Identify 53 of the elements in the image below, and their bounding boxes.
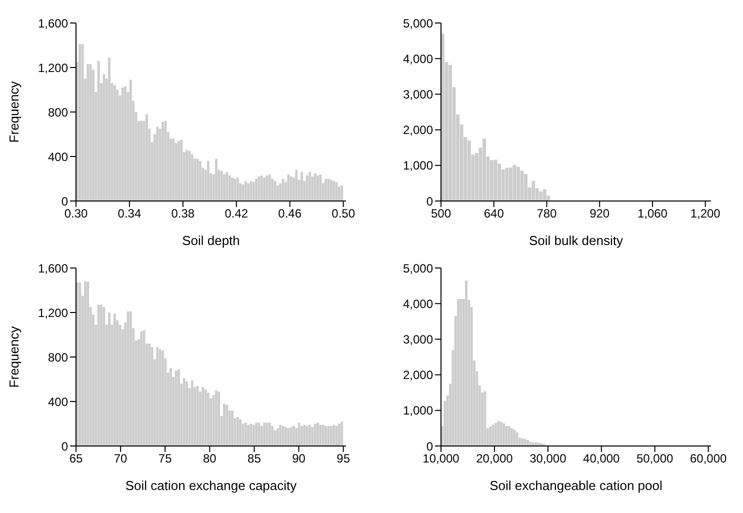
y-tick-label: 400 [48,150,68,164]
x-tick-label: 0.34 [118,206,142,221]
x-tick-label: 40,000 [583,452,620,466]
y-tick-label: 1,600 [38,16,68,30]
y-tick-label: 0 [61,194,68,208]
x-axis-title: Soil bulk density [529,233,624,248]
x-tick-label: 65 [69,452,83,466]
x-axis-title: Soil exchangeable cation pool [490,478,662,493]
y-tick-label: 4,000 [402,52,434,66]
x-tick-label: 500 [430,206,452,221]
y-tick-label: 800 [48,105,68,120]
x-tick-label: 640 [484,206,504,221]
x-tick-label: 85 [248,452,262,466]
x-tick-label: 0.30 [64,206,88,221]
y-tick-label: 800 [48,350,68,364]
y-tick-label: 400 [48,394,68,409]
x-axis-title: Soil cation exchange capacity [125,478,298,493]
x-tick-label: 1,060 [637,206,668,221]
x-tick-label: 920 [590,206,610,221]
x-tick-label: 10,000 [422,452,460,466]
y-tick-label: 5,000 [402,16,434,30]
y-axis-title: Frequency [6,326,22,388]
x-tick-label: 1,200 [690,206,721,221]
x-tick-label: 0.46 [278,206,302,221]
x-tick-label: 80 [202,452,217,466]
y-tick-label: 0 [426,194,434,208]
y-tick-label: 5,000 [402,261,434,276]
y-tick-label: 3,000 [402,332,434,346]
x-tick-label: 50,000 [636,452,674,466]
x-axis-title: Soil depth [182,233,240,248]
x-tick-label: 30,000 [530,452,567,466]
x-tick-label: 0.50 [332,206,356,221]
x-tick-label: 20,000 [476,452,514,466]
x-tick-label: 95 [336,452,350,466]
y-tick-label: 1,600 [38,261,68,276]
y-tick-label: 1,200 [38,60,68,75]
y-tick-label: 0 [426,439,434,454]
y-tick-label: 0 [61,439,68,454]
y-tick-label: 4,000 [402,296,434,311]
y-tick-label: 2,000 [402,368,434,382]
y-tick-label: 3,000 [402,87,434,102]
x-tick-label: 60,000 [690,452,728,466]
y-axis-title: Frequency [6,80,22,143]
x-tick-label: 75 [158,452,172,466]
x-tick-label: 0.42 [224,206,248,221]
y-tick-label: 1,000 [402,404,434,418]
x-tick-label: 70 [114,452,128,466]
y-tick-label: 2,000 [402,123,434,138]
x-tick-label: 90 [292,452,306,466]
y-tick-label: 1,000 [402,158,434,173]
x-tick-label: 0.38 [171,206,195,221]
x-tick-label: 780 [536,206,558,221]
y-tick-label: 1,200 [38,306,68,320]
